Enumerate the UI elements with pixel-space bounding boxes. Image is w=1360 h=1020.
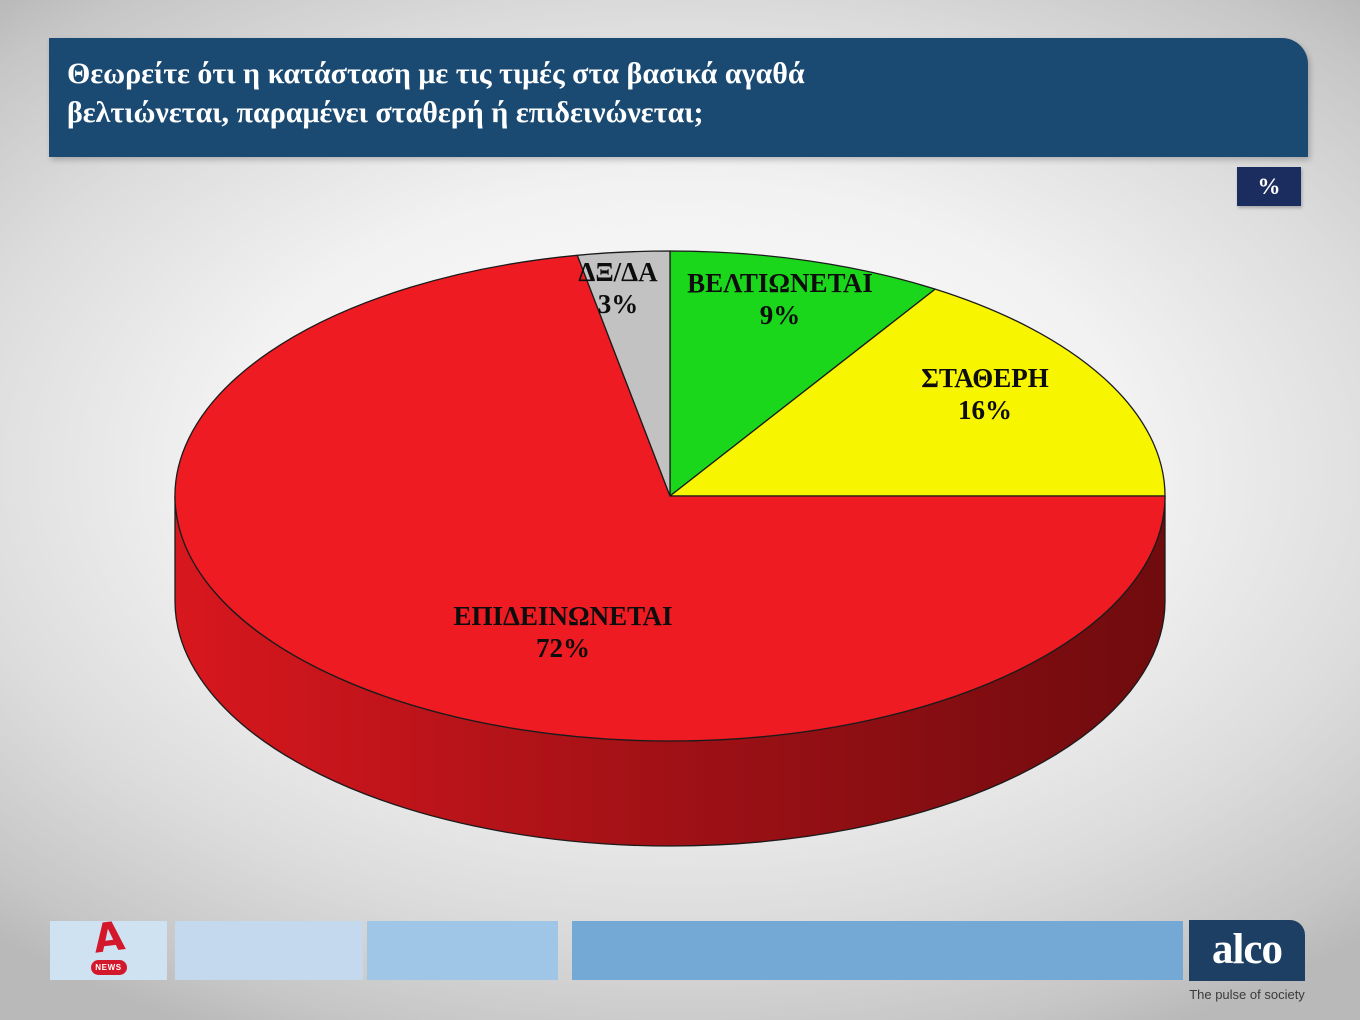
question-line-2: βελτιώνεται, παραμένει σταθερή ή επιδειν… (67, 96, 704, 129)
pie-slice-veltionetai (669, 250, 936, 497)
alpha-news-pill-label: NEWS (95, 963, 122, 972)
pie-slice-epideinonetai (174, 254, 1166, 742)
label-statheri: ΣΤΑΘΕΡΗ 16% (835, 362, 1135, 426)
question-line-1: Θεωρείτε ότι η κατάσταση με τις τιμές στ… (67, 57, 805, 90)
label-statheri-pct: 16% (958, 395, 1012, 425)
label-veltionetai-name: ΒΕΛΤΙΩΝΕΤΑΙ (687, 268, 873, 298)
alco-logo-text: alco (1211, 925, 1283, 973)
pie-slice-dx-da (576, 250, 671, 497)
alpha-news-pill: NEWS (90, 960, 127, 975)
label-dx-da: ΔΞ/ΔΑ 3% (468, 256, 768, 320)
unit-badge-label: % (1257, 173, 1281, 199)
footer-bar-2 (175, 921, 363, 980)
footer-bar-3 (367, 921, 558, 980)
label-dx-da-pct: 3% (597, 289, 639, 319)
label-veltionetai-pct: 9% (759, 300, 801, 330)
label-epideinonetai-pct: 72% (536, 633, 590, 663)
label-epideinonetai: ΕΠΙΔΕΙΝΩΝΕΤΑΙ 72% (413, 600, 713, 664)
alco-tagline: The pulse of society (1189, 987, 1305, 1002)
alco-logo: alco (1189, 920, 1305, 981)
footer-alpha-news-box: A NEWS (50, 913, 167, 980)
label-epideinonetai-name: ΕΠΙΔΕΙΝΩΝΕΤΑΙ (453, 601, 673, 631)
label-statheri-name: ΣΤΑΘΕΡΗ (921, 363, 1049, 393)
label-dx-da-name: ΔΞ/ΔΑ (578, 257, 658, 287)
unit-badge: % (1237, 167, 1301, 206)
footer-bar-4 (572, 921, 1183, 980)
question-banner: Θεωρείτε ότι η κατάσταση με τις τιμές στ… (49, 38, 1308, 157)
label-veltionetai: ΒΕΛΤΙΩΝΕΤΑΙ 9% (630, 267, 930, 331)
pie-slice-statheri (669, 288, 1166, 497)
